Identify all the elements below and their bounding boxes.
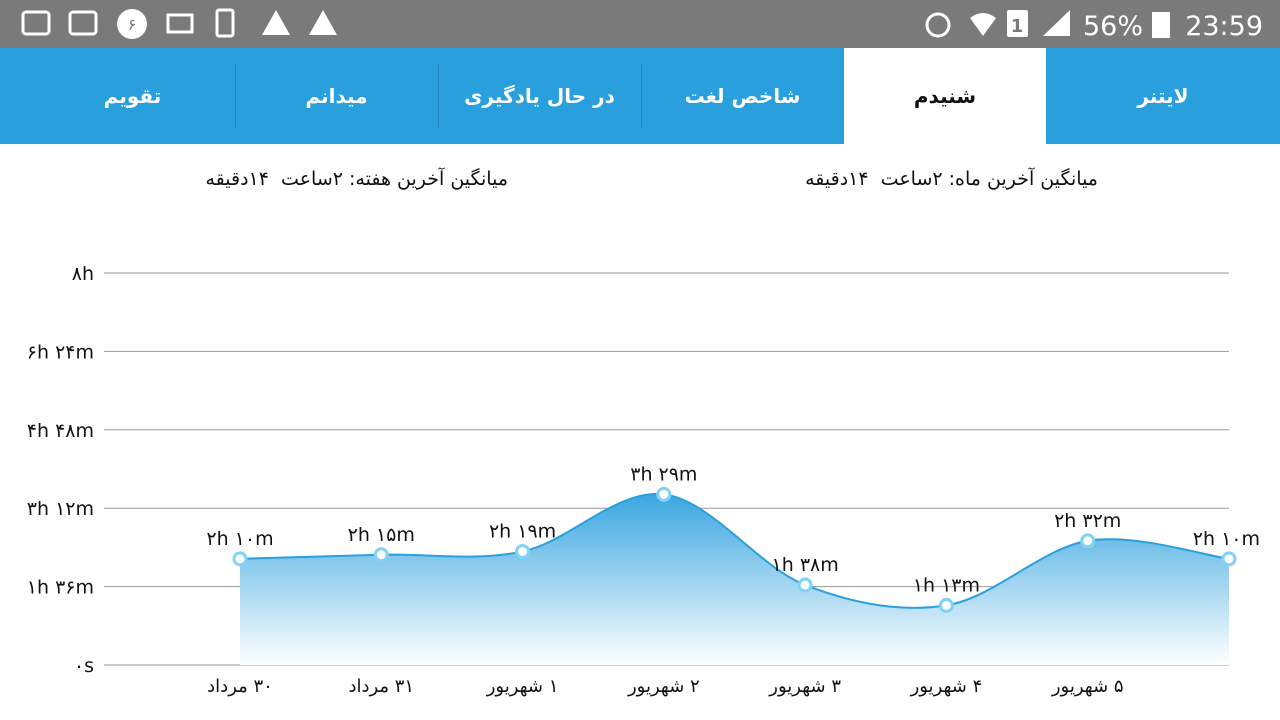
status-icons: ۶ 1 56% 23:59 — [21, 8, 1263, 42]
chart: ۰s ۱h ۳۶m ۳h ۱۲m ۴h ۴۸m ۶h ۲۴m ۸h ۲h ۱۰m ۳۰ مرد… — [27, 263, 1260, 697]
tab[interactable]: لایتنر — [1137, 84, 1189, 108]
icon — [309, 10, 337, 35]
value-label: ۲h ۱۹m — [489, 520, 556, 542]
data-point — [1221, 551, 1237, 567]
data-point — [232, 551, 248, 567]
icon — [262, 10, 290, 35]
tab[interactable]: شاخص لغت — [684, 84, 801, 108]
data-point — [797, 577, 813, 593]
tab-divider — [641, 64, 642, 128]
value-label: ۱h ۱۳m — [913, 574, 980, 596]
value-label: ۳h ۲۹m — [630, 463, 697, 485]
x-tick-label: ۳۰ مرداد — [207, 676, 273, 697]
y-tick-label: ۸h — [72, 263, 94, 285]
icon — [166, 13, 194, 34]
battery-text: 56% — [1083, 11, 1143, 42]
icon — [970, 13, 996, 36]
x-tick-label: ۱ شهریور — [486, 676, 559, 697]
x-tick-label: ۳۱ مرداد — [348, 676, 414, 697]
icon — [68, 10, 98, 36]
data-point — [1080, 533, 1096, 549]
area-line — [239, 493, 1230, 609]
value-label: ۲h ۱۰m — [1193, 528, 1260, 550]
tab[interactable]: میدانم — [305, 84, 368, 108]
icon — [1043, 10, 1070, 36]
icon — [925, 12, 951, 38]
area-fill — [240, 493, 1229, 665]
icon — [215, 8, 235, 38]
tab[interactable]: در حال یادگیری — [464, 84, 615, 108]
x-tick-label: ۲ شهریور — [627, 676, 700, 697]
data-point — [373, 547, 389, 563]
data-point — [515, 543, 531, 559]
tab[interactable]: تقویم — [103, 84, 162, 108]
clock: 23:59 — [1185, 11, 1263, 42]
icon — [21, 10, 51, 36]
status-bar: ۶ 1 56% 23:59 — [0, 0, 1280, 48]
icon — [1007, 10, 1028, 37]
data-point — [656, 486, 672, 502]
y-tick-label: ۶h ۲۴m — [27, 341, 94, 363]
y-tick-label: ۴h ۴۸m — [27, 420, 94, 442]
tab-bar: لایتنر شنیدم شاخص لغت در حال یادگیری مید… — [0, 48, 1280, 144]
x-tick-label: ۳ شهریور — [768, 676, 841, 697]
x-tick-label: ۴ شهریور — [910, 676, 983, 697]
tab-divider — [438, 64, 439, 128]
month-average: میانگین آخرین ماه: ۲ساعت ۱۴دقیقه — [805, 168, 1098, 190]
value-label: ۱h ۳۸m — [772, 554, 839, 576]
week-average: میانگین آخرین هفته: ۲ساعت ۱۴دقیقه — [205, 168, 508, 190]
icon — [1152, 12, 1170, 38]
value-label: ۲h ۱۵m — [348, 524, 415, 546]
tab-divider — [235, 64, 236, 128]
y-tick-label: ۳h ۱۲m — [27, 498, 94, 520]
badge-text: ۶ — [128, 15, 137, 34]
icon — [117, 9, 147, 39]
y-tick-label: ۰s — [74, 655, 94, 677]
x-tick-label: ۵ شهریور — [1051, 676, 1124, 697]
sim-badge: 1 — [1011, 16, 1024, 37]
y-tick-label: ۱h ۳۶m — [27, 577, 94, 599]
tab[interactable]: شنیدم — [844, 48, 1046, 144]
value-label: ۲h ۱۰m — [206, 528, 273, 550]
data-point — [938, 597, 954, 613]
value-label: ۲h ۳۲m — [1054, 510, 1121, 532]
